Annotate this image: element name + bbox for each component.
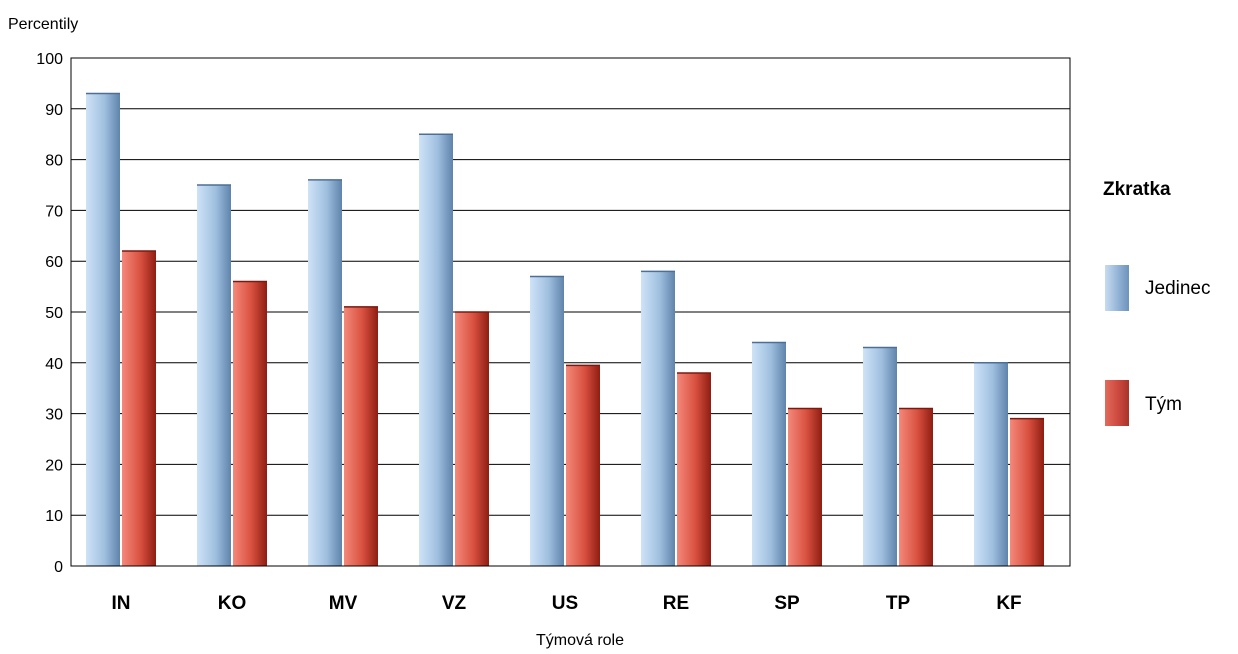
y-tick-label: 20: [45, 457, 63, 474]
bar-re-tym: [677, 372, 711, 566]
x-category-label: US: [552, 593, 578, 614]
x-category-label: SP: [774, 593, 800, 614]
bar-tp-tym: [899, 408, 933, 566]
bar-kf-jedinec: [974, 362, 1008, 566]
bar-ko-jedinec: [197, 185, 231, 566]
y-tick-label: 90: [45, 102, 63, 119]
bar-us-tym: [566, 365, 600, 566]
bar-ko-tym: [233, 281, 267, 566]
y-tick-label: 0: [54, 559, 63, 576]
y-tick-label: 10: [45, 508, 63, 525]
legend-label-tym: Tým: [1145, 394, 1182, 415]
y-tick-label: 60: [45, 254, 63, 271]
y-tick-label: 80: [45, 153, 63, 170]
bar-kf-tym: [1010, 418, 1044, 566]
bar-mv-tym: [344, 306, 378, 566]
bar-sp-jedinec: [752, 342, 786, 566]
y-tick-label: 70: [45, 203, 63, 220]
bar-mv-jedinec: [308, 179, 342, 567]
y-tick-label: 40: [45, 356, 63, 373]
bar-vz-tym: [455, 312, 489, 566]
legend-swatch-jedinec: [1105, 265, 1129, 311]
bar-sp-tym: [788, 408, 822, 566]
x-category-label: RE: [663, 593, 689, 614]
y-tick-label: 30: [45, 407, 63, 424]
bar-re-jedinec: [641, 271, 675, 566]
y-axis-title: Percentily: [8, 16, 79, 33]
x-category-label: MV: [329, 593, 358, 614]
bar-in-tym: [122, 251, 156, 567]
plot-area-border: [70, 57, 1071, 567]
legend-title: Zkratka: [1103, 179, 1171, 200]
y-tick-label: 100: [36, 51, 63, 68]
x-category-label: KO: [218, 593, 247, 614]
x-category-label: KF: [996, 593, 1021, 614]
legend-swatch-tym: [1105, 380, 1129, 426]
bar-us-jedinec: [530, 276, 564, 566]
x-category-label: VZ: [442, 593, 467, 614]
x-category-label: TP: [886, 593, 911, 614]
x-category-labels: IN KO MV VZ US RE SP TP KF: [112, 593, 1022, 614]
bars: [86, 92, 1044, 567]
y-tick-label: 50: [45, 305, 63, 322]
bar-in-jedinec: [86, 93, 120, 566]
x-axis-title: Týmová role: [535, 632, 625, 649]
y-tick-labels: 0 10 20 30 40 50 60 70 80 90 100: [36, 51, 63, 576]
legend-label-jedinec: Jedinec: [1145, 278, 1211, 299]
x-category-label: IN: [112, 593, 131, 614]
bar-vz-jedinec: [419, 134, 453, 566]
bar-tp-jedinec: [863, 347, 897, 566]
